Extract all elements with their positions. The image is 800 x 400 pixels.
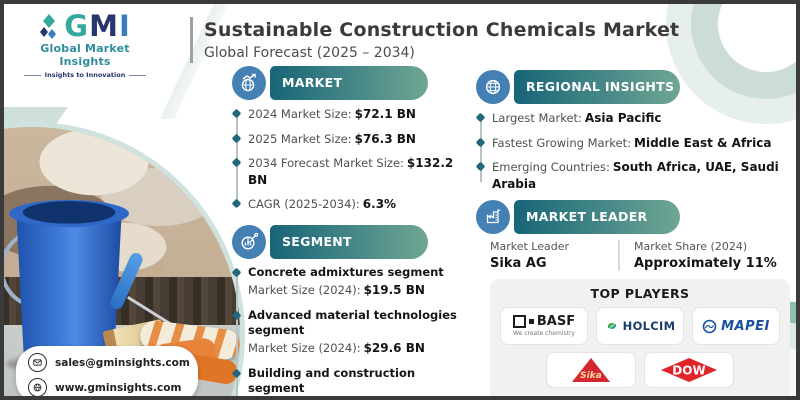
stat-item: 2034 Forecast Market Size: $132.2 BN — [248, 155, 470, 188]
basf-dot-icon — [528, 319, 534, 325]
gmi-diamonds-icon — [40, 13, 57, 39]
market-statistics-list: 2024 Market Size: $72.1 BN 2025 Market Si… — [232, 106, 470, 213]
sika-logo: Sika — [546, 352, 636, 389]
regional-insights-list: Largest Market: Asia Pacific Fastest Grow… — [476, 110, 794, 192]
globe-trend-icon — [232, 66, 266, 100]
stat-item: CAGR (2025-2034): 6.3% — [248, 196, 470, 213]
market-leader-details: Market Leader Sika AG Market Share (2024… — [476, 240, 794, 272]
section-header-market-statistics: MARKET STATISTICS — [232, 66, 470, 124]
section-title: SEGMENT STATISTICS — [270, 224, 428, 283]
globe-grid-icon — [476, 70, 510, 104]
top-players-card: TOP PLAYERS BASF We create chemistry HOL… — [490, 279, 790, 396]
leader-name: Sika AG — [490, 256, 547, 272]
insight-item: Fastest Growing Market: Middle East & Afr… — [492, 135, 794, 152]
right-column: REGIONAL INSIGHTS Largest Market: Asia Pa… — [476, 70, 794, 396]
dow-diamond-icon: DOW — [661, 358, 717, 383]
envelope-icon — [28, 353, 47, 372]
holcim-link-icon — [607, 323, 616, 330]
contact-email[interactable]: sales@gminsights.com — [28, 353, 190, 372]
title-block: Sustainable Construction Chemicals Marke… — [190, 17, 679, 63]
page-title: Sustainable Construction Chemicals Marke… — [204, 19, 680, 41]
basf-square-icon — [512, 315, 526, 329]
section-header-segment-statistics: SEGMENT STATISTICS — [232, 224, 470, 283]
stat-item: 2025 Market Size: $76.3 BN — [248, 131, 470, 148]
mapei-emblem-icon — [702, 319, 717, 333]
mapei-logo: MAPEI — [692, 307, 780, 346]
segment-statistics-list: Concrete admixtures segment Market Size … — [232, 265, 470, 396]
contact-card: sales@gminsights.com www.gminsights.com — [16, 346, 198, 396]
section-title: MARKET LEADER — [514, 200, 680, 235]
section-header-market-leader: MARKET LEADER — [476, 200, 794, 235]
brand-tagline: Insights to Innovation — [24, 71, 146, 79]
industry-icon — [476, 200, 510, 235]
bucket-rim — [9, 200, 129, 227]
segment-item: Concrete admixtures segment Market Size … — [248, 265, 470, 298]
section-title: MARKET STATISTICS — [270, 66, 428, 124]
players-row-2: Sika DOW — [500, 352, 780, 389]
insight-item: Emerging Countries: South Africa, UAE, Sa… — [492, 159, 794, 192]
players-footer: Top Players Collective Market Share in 2… — [500, 395, 780, 396]
sika-triangle-icon: Sika — [572, 358, 610, 383]
contact-website[interactable]: www.gminsights.com — [28, 378, 186, 396]
insight-item: Largest Market: Asia Pacific — [492, 110, 794, 127]
leader-name-block: Market Leader Sika AG — [490, 240, 618, 271]
holcim-logo: HOLCIM — [596, 307, 684, 346]
players-row-1: BASF We create chemistry HOLCIM MAPEI — [500, 307, 780, 346]
globe-icon — [28, 378, 47, 396]
market-share-block: Market Share (2024) Approximately 11% — [634, 240, 777, 272]
basf-logo: BASF We create chemistry — [500, 307, 588, 346]
section-title: REGIONAL INSIGHTS — [514, 70, 680, 104]
vertical-divider — [618, 240, 620, 272]
segment-item: Building and construction segment Market… — [248, 366, 470, 396]
market-share-value: Approximately 11% — [634, 256, 777, 272]
svg-text:DOW: DOW — [672, 364, 705, 378]
page-subtitle: Global Forecast (2025 – 2034) — [204, 45, 415, 61]
top-players-title: TOP PLAYERS — [590, 286, 690, 302]
stat-item: 2024 Market Size: $72.1 BN — [248, 106, 470, 123]
diagonal-accent — [144, 4, 234, 119]
segment-item: Advanced material technologies segment M… — [248, 308, 470, 356]
dow-logo: DOW — [644, 352, 734, 389]
section-header-regional-insights: REGIONAL INSIGHTS — [476, 70, 794, 104]
pie-analysis-icon — [232, 224, 266, 259]
gmi-initials: GMI — [64, 9, 131, 43]
svg-text:Sika: Sika — [580, 371, 602, 381]
middle-column: MARKET STATISTICS 2024 Market Size: $72.1… — [232, 66, 470, 396]
brand-name: Global Market Insights — [40, 42, 130, 68]
gmi-logo: GMI Global Market Insights Insights to I… — [24, 12, 146, 79]
